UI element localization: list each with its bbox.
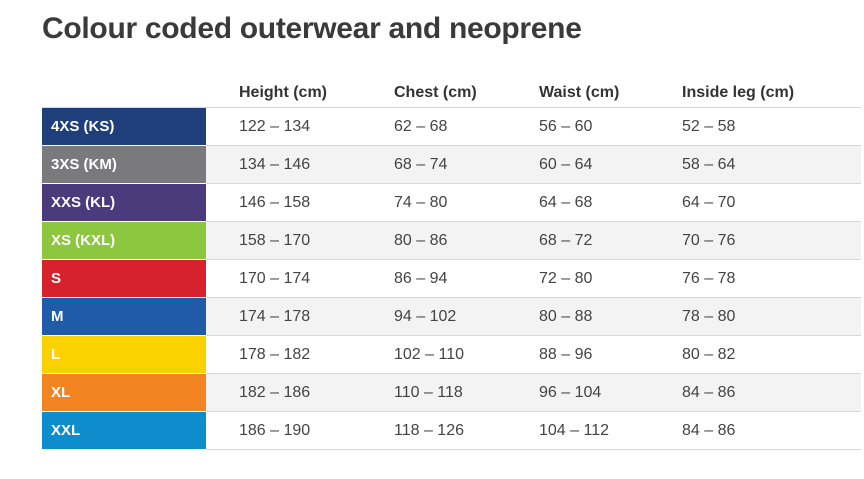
size-chart-table: Height (cm) Chest (cm) Waist (cm) Inside… [42,78,861,450]
chest-cell: 110 – 118 [394,373,539,412]
waist-cell: 64 – 68 [539,183,682,222]
waist-cell: 96 – 104 [539,373,682,412]
inside-leg-cell: 58 – 64 [682,145,861,184]
chest-cell: 94 – 102 [394,297,539,336]
table-row: XL 182 – 186 110 – 118 96 – 104 84 – 86 [42,373,861,412]
height-cell: 178 – 182 [206,335,394,374]
waist-cell: 68 – 72 [539,221,682,260]
chest-cell: 62 – 68 [394,107,539,146]
column-header-waist: Waist (cm) [539,78,682,108]
size-label: M [42,297,206,336]
table-row: S 170 – 174 86 – 94 72 – 80 76 – 78 [42,259,861,298]
column-header-inside-leg: Inside leg (cm) [682,78,861,108]
size-label: 4XS (KS) [42,107,206,146]
table-header-row: Height (cm) Chest (cm) Waist (cm) Inside… [42,78,861,108]
size-label: L [42,335,206,374]
chest-cell: 80 – 86 [394,221,539,260]
inside-leg-cell: 64 – 70 [682,183,861,222]
size-label: 3XS (KM) [42,145,206,184]
inside-leg-cell: 70 – 76 [682,221,861,260]
waist-cell: 80 – 88 [539,297,682,336]
waist-cell: 72 – 80 [539,259,682,298]
column-header-size [42,78,206,108]
size-label: XXL [42,411,206,450]
waist-cell: 88 – 96 [539,335,682,374]
inside-leg-cell: 84 – 86 [682,373,861,412]
chest-cell: 68 – 74 [394,145,539,184]
table-row: XXL 186 – 190 118 – 126 104 – 112 84 – 86 [42,411,861,450]
chest-cell: 74 – 80 [394,183,539,222]
inside-leg-cell: 80 – 82 [682,335,861,374]
size-label: XS (KXL) [42,221,206,260]
table-row: XXS (KL) 146 – 158 74 – 80 64 – 68 64 – 70 [42,183,861,222]
size-label: S [42,259,206,298]
chest-cell: 102 – 110 [394,335,539,374]
table-row: 4XS (KS) 122 – 134 62 – 68 56 – 60 52 – 58 [42,107,861,146]
table-body: 4XS (KS) 122 – 134 62 – 68 56 – 60 52 – 58 3X… [42,107,861,450]
height-cell: 182 – 186 [206,373,394,412]
height-cell: 174 – 178 [206,297,394,336]
height-cell: 170 – 174 [206,259,394,298]
waist-cell: 56 – 60 [539,107,682,146]
height-cell: 158 – 170 [206,221,394,260]
inside-leg-cell: 52 – 58 [682,107,861,146]
table-row: L 178 – 182 102 – 110 88 – 96 80 – 82 [42,335,861,374]
height-cell: 122 – 134 [206,107,394,146]
inside-leg-cell: 84 – 86 [682,411,861,450]
chest-cell: 86 – 94 [394,259,539,298]
column-header-chest: Chest (cm) [394,78,539,108]
table-row: XS (KXL) 158 – 170 80 – 86 68 – 72 70 – 76 [42,221,861,260]
table-row: 3XS (KM) 134 – 146 68 – 74 60 – 64 58 – 64 [42,145,861,184]
size-label: XL [42,373,206,412]
chest-cell: 118 – 126 [394,411,539,450]
height-cell: 186 – 190 [206,411,394,450]
waist-cell: 60 – 64 [539,145,682,184]
size-label: XXS (KL) [42,183,206,222]
height-cell: 134 – 146 [206,145,394,184]
inside-leg-cell: 76 – 78 [682,259,861,298]
table-row: M 174 – 178 94 – 102 80 – 88 78 – 80 [42,297,861,336]
height-cell: 146 – 158 [206,183,394,222]
page-title: Colour coded outerwear and neoprene [42,12,582,45]
column-header-height: Height (cm) [206,78,394,108]
waist-cell: 104 – 112 [539,411,682,450]
inside-leg-cell: 78 – 80 [682,297,861,336]
